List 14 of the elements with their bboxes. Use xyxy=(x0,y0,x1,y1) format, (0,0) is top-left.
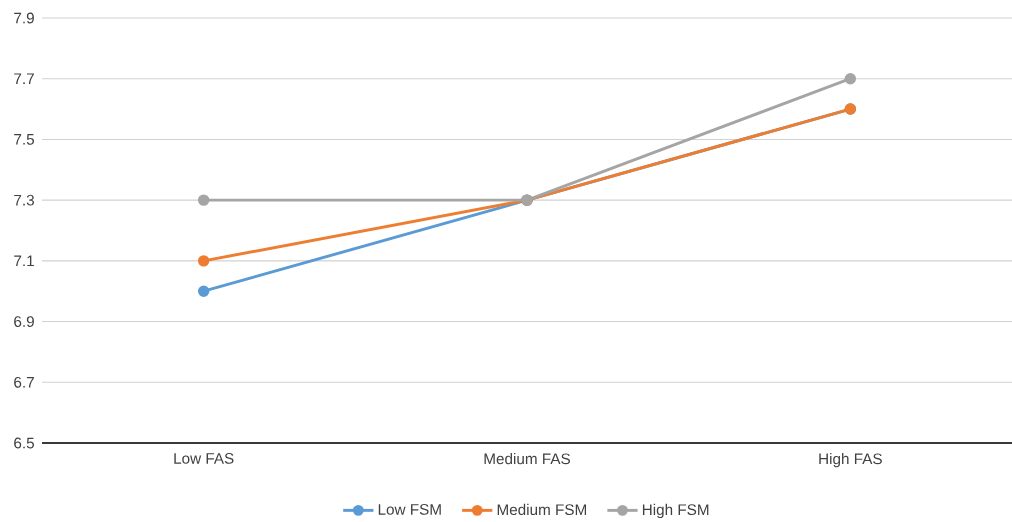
legend-label: Low FSM xyxy=(378,504,441,515)
y-tick-label: 6.5 xyxy=(14,437,35,449)
y-tick-label: 7.5 xyxy=(14,134,35,145)
x-tick-label: Low FAS xyxy=(174,453,234,464)
y-tick-label: 6.7 xyxy=(14,376,34,388)
legend-label: Medium FSM xyxy=(497,503,587,516)
x-tick-label: High FAS xyxy=(819,453,882,468)
y-tick-label: 7.7 xyxy=(14,73,34,84)
y-tick-label: 7.1 xyxy=(14,255,34,267)
y-tick-label: 6.9 xyxy=(14,316,34,327)
x-tick-label: Medium FAS xyxy=(484,453,571,465)
y-tick-label: 7.9 xyxy=(14,12,34,24)
legend-label: High FSM xyxy=(642,503,709,519)
y-tick-label: 7.3 xyxy=(14,194,34,206)
